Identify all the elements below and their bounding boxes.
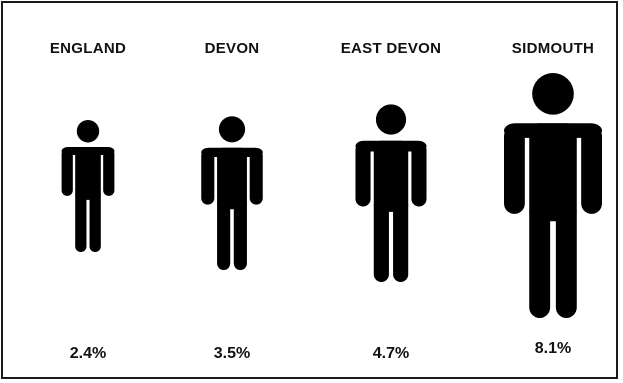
- person-shoulders: [201, 147, 263, 157]
- person-left-arm: [61, 148, 73, 196]
- category-label: EAST DEVON: [341, 40, 442, 57]
- value-label: 8.1%: [535, 340, 571, 357]
- person-left-arm: [355, 142, 371, 207]
- person-left-leg: [373, 197, 389, 282]
- person-shoulders: [504, 123, 602, 138]
- person-left-leg: [217, 196, 231, 270]
- person-right-arm: [249, 149, 263, 205]
- person-torso: [373, 140, 409, 212]
- category-label: SIDMOUTH: [512, 40, 594, 57]
- person-right-leg: [555, 201, 577, 318]
- person-head: [375, 104, 407, 135]
- person-right-leg: [233, 196, 247, 270]
- person-shoulders: [61, 147, 115, 155]
- person-head: [76, 120, 100, 143]
- value-label: 2.4%: [70, 345, 106, 362]
- person-left-leg: [529, 201, 551, 318]
- labels-layer: ENGLAND 2.4% DEVON 3.5% EAST DEVON 4.7% SIDMOU…: [50, 40, 594, 362]
- person-shoulders: [355, 140, 427, 152]
- person-torso: [217, 147, 247, 210]
- person-figure-england: [61, 120, 115, 252]
- person-figure-sidmouth: [504, 73, 602, 318]
- value-label: 3.5%: [214, 345, 250, 362]
- person-torso: [529, 123, 577, 222]
- person-right-leg: [393, 197, 409, 282]
- person-figure-devon: [201, 116, 263, 270]
- person-right-arm: [581, 125, 602, 214]
- person-head: [218, 116, 246, 143]
- person-head: [532, 73, 574, 115]
- person-left-arm: [504, 125, 525, 214]
- person-figure-east-devon: [355, 104, 427, 282]
- marks-layer: [61, 73, 602, 318]
- person-right-arm: [103, 148, 115, 196]
- category-label: DEVON: [205, 40, 260, 57]
- person-left-arm: [201, 149, 215, 205]
- value-label: 4.7%: [373, 345, 409, 362]
- person-right-arm: [411, 142, 427, 207]
- person-left-leg: [75, 189, 87, 252]
- person-torso: [75, 147, 101, 200]
- person-right-leg: [89, 189, 101, 252]
- category-label: ENGLAND: [50, 40, 126, 57]
